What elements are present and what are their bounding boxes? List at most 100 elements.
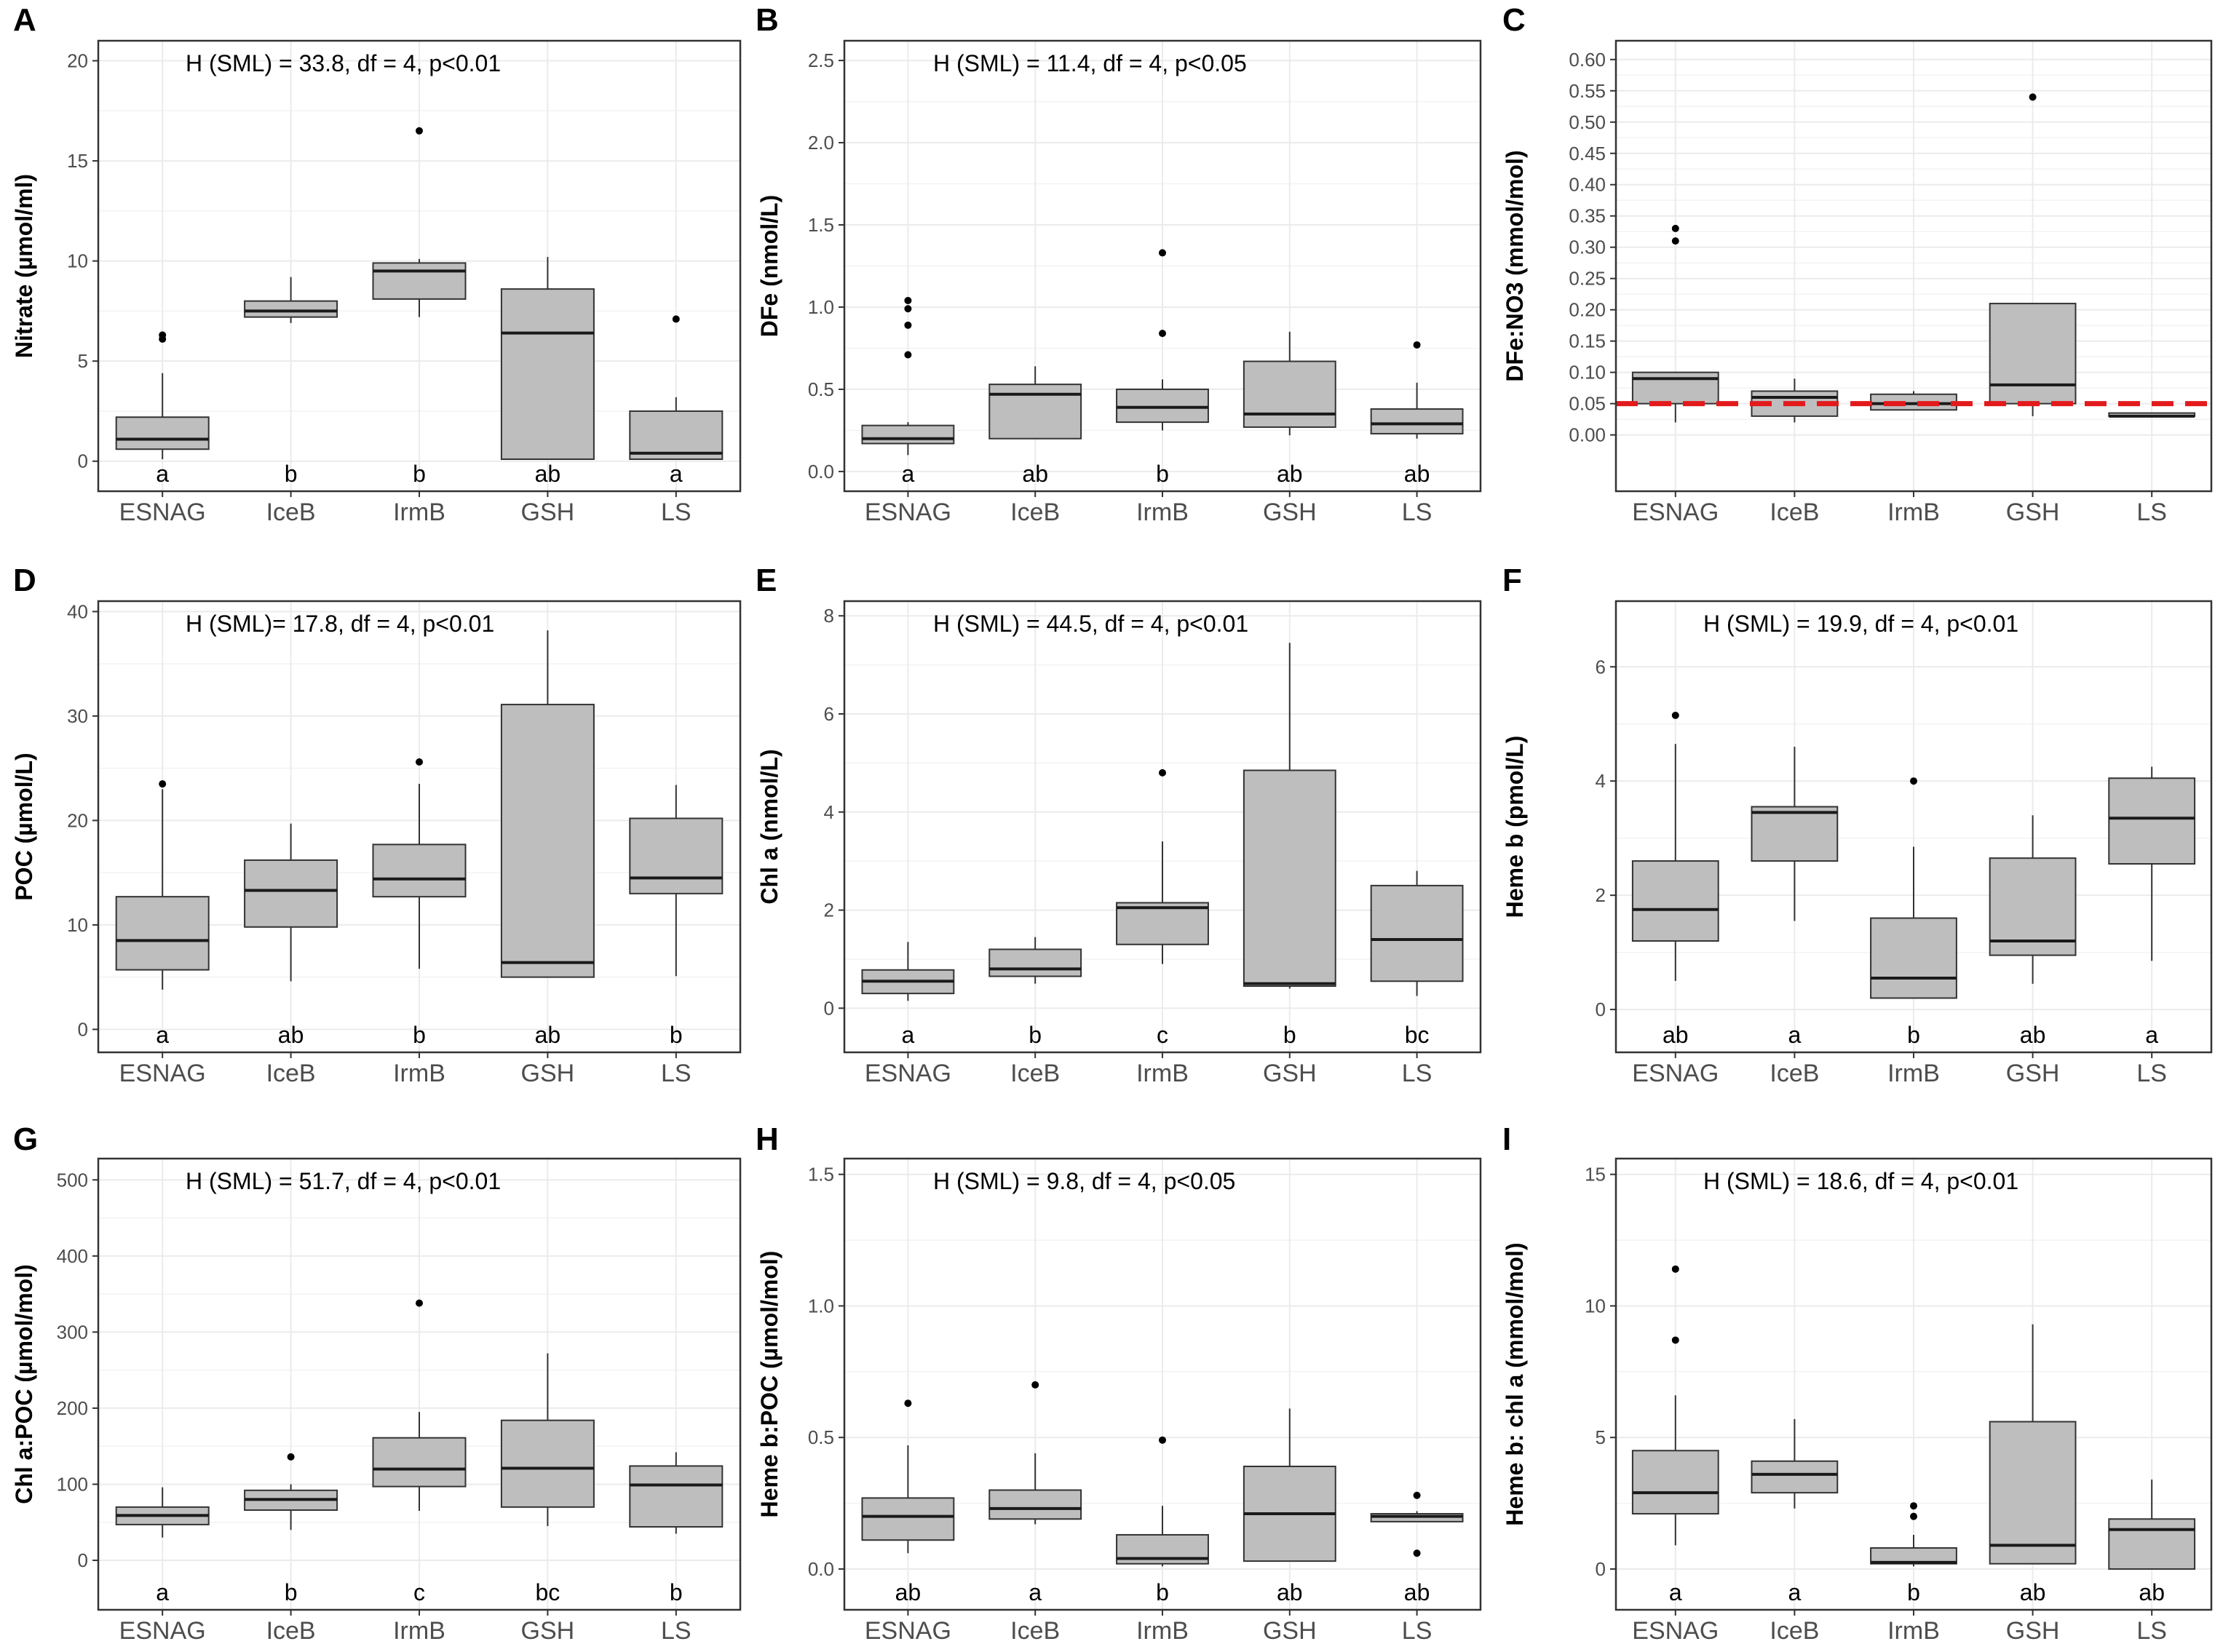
iqr-box: [861, 1497, 955, 1541]
box-iceb: [244, 277, 338, 323]
x-tick-label: IrmB: [1887, 1060, 1940, 1087]
panel-c: 0.00 0.05 0.10 0.15 0.20 0.25 0.30 0.35 0.40 0.45…: [1502, 2, 2213, 526]
panel-letter: F: [1502, 563, 1522, 598]
iqr-box: [988, 1489, 1082, 1520]
group-letter: b: [1156, 461, 1169, 487]
iqr-box: [500, 1419, 595, 1508]
iqr-box: [1751, 1460, 1839, 1494]
x-tick-label: IrmB: [1136, 1060, 1189, 1087]
x-tick-label: ESNAG: [1632, 499, 1719, 526]
outlier-point: [416, 1299, 423, 1307]
y-tick-label: 1.5: [808, 214, 834, 236]
y-tick-label: 0.10: [1569, 362, 1606, 384]
panel-b: 0.0 0.5 1.0 1.5 2.0 2.5 a ab b ab ab ESNAG IceB IrmB G…: [756, 2, 1482, 526]
x-tick-label: IrmB: [393, 1617, 445, 1645]
box-gsh: [1989, 1324, 2077, 1565]
iqr-box: [1989, 1421, 2077, 1565]
group-letter: a: [2145, 1022, 2158, 1048]
iqr-box: [1870, 393, 1957, 411]
x-tick-label: GSH: [1263, 499, 1317, 526]
group-letter: bc: [1405, 1022, 1430, 1048]
y-tick-label: 0.15: [1569, 330, 1606, 352]
box-ls: [629, 785, 724, 977]
box-esnag: [861, 1399, 955, 1554]
y-axis-label: Chl a (nmol/L): [756, 749, 782, 904]
test-statistic-annotation: H (SML) = 44.5, df = 4, p<0.01: [933, 611, 1248, 637]
outlier-point: [1671, 224, 1679, 232]
iqr-box: [1243, 360, 1336, 428]
box-irmb: [1870, 1502, 1957, 1567]
outlier-point: [1910, 1502, 1917, 1510]
x-tick-label: IrmB: [1887, 1617, 1940, 1645]
panel-letter: G: [13, 1121, 38, 1157]
box-esnag: [1631, 711, 1719, 981]
x-tick-label: ESNAG: [865, 499, 951, 526]
x-tick-label: LS: [2136, 499, 2167, 526]
group-letter: ab: [895, 1579, 922, 1605]
y-tick-label: 6: [824, 703, 834, 725]
group-letter: a: [902, 1022, 915, 1048]
test-statistic-annotation: H (SML)= 17.8, df = 4, p<0.01: [186, 611, 494, 637]
panel-letter: I: [1502, 1121, 1511, 1157]
y-axis-label: DFe:NO3 (mmol/mol): [1502, 150, 1528, 381]
group-letter: ab: [1277, 461, 1303, 487]
y-tick-label: 0.20: [1569, 299, 1606, 321]
panel-letter: A: [13, 2, 36, 38]
group-letter: c: [1157, 1022, 1168, 1048]
iqr-box: [2108, 777, 2196, 865]
y-axis-label: POC (µmol/L): [11, 752, 37, 900]
box-esnag: [115, 780, 210, 990]
iqr-box: [629, 817, 724, 894]
outlier-point: [159, 331, 167, 339]
group-letter: a: [156, 461, 169, 487]
iqr-box: [629, 1465, 724, 1528]
y-tick-label: 1.5: [808, 1164, 834, 1186]
x-tick-label: IceB: [1010, 1060, 1060, 1087]
y-tick-label: 0.5: [808, 378, 834, 400]
iqr-box: [1989, 303, 2077, 405]
x-tick-label: IrmB: [393, 1060, 445, 1087]
x-tick-label: GSH: [2006, 1060, 2060, 1087]
outlier-point: [1671, 237, 1679, 245]
y-tick-label: 0.45: [1569, 143, 1606, 164]
box-esnag: [861, 942, 955, 1001]
x-tick-label: LS: [661, 499, 691, 526]
y-tick-label: 1.0: [808, 1295, 834, 1317]
group-letter: ab: [535, 1022, 561, 1048]
x-tick-label: GSH: [521, 1060, 575, 1087]
y-tick-label: 2.5: [808, 49, 834, 71]
x-tick-label: ESNAG: [865, 1060, 951, 1087]
outlier-point: [1413, 341, 1421, 349]
group-letter: b: [285, 461, 298, 487]
iqr-box: [372, 1437, 467, 1488]
x-tick-label: LS: [1402, 1060, 1432, 1087]
box-gsh: [500, 1353, 595, 1526]
y-tick-label: 0: [78, 1018, 88, 1040]
panel-letter: C: [1502, 2, 1526, 38]
box-iceb: [244, 1453, 338, 1530]
x-tick-label: LS: [661, 1617, 691, 1645]
x-tick-label: GSH: [2006, 499, 2060, 526]
outlier-point: [1671, 1265, 1679, 1273]
group-letter: b: [413, 461, 426, 487]
box-gsh: [1243, 643, 1336, 989]
box-gsh: [1989, 93, 2077, 416]
group-letter: ab: [535, 461, 561, 487]
group-letter: b: [670, 1022, 683, 1048]
box-esnag: [115, 331, 210, 459]
group-letter: b: [1907, 1579, 1920, 1605]
group-letter: bc: [536, 1579, 560, 1605]
x-tick-label: ESNAG: [1632, 1617, 1719, 1645]
group-letter: a: [670, 461, 683, 487]
group-letter: ab: [1663, 1022, 1689, 1048]
y-tick-label: 0: [1596, 998, 1606, 1020]
y-tick-label: 0.30: [1569, 237, 1606, 258]
outlier-point: [1159, 769, 1166, 777]
y-tick-label: 0.0: [808, 1558, 834, 1580]
box-iceb: [988, 1381, 1082, 1525]
y-tick-label: 20: [67, 809, 88, 831]
iqr-box: [988, 384, 1082, 440]
group-letter: a: [902, 461, 915, 487]
